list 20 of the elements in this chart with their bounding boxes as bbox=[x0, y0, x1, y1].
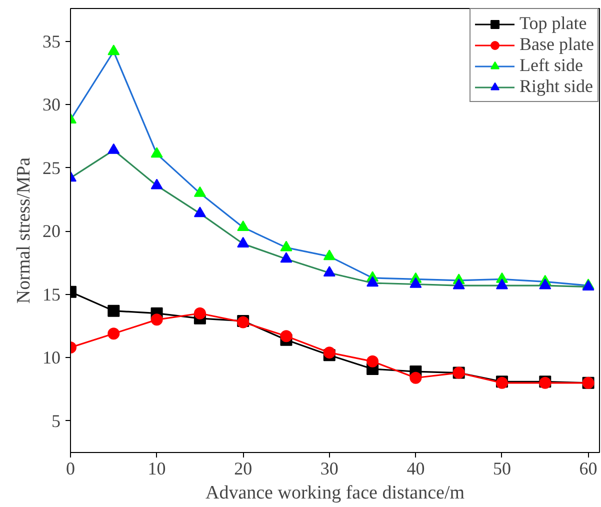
x-axis-title: Advance working face distance/m bbox=[205, 482, 465, 504]
legend-label: Base plate bbox=[520, 34, 594, 55]
y-tick-label: 10 bbox=[42, 348, 60, 368]
y-tick-label: 15 bbox=[42, 284, 60, 304]
y-axis-title: Normal stress/MPa bbox=[14, 156, 34, 304]
y-tick-label: 20 bbox=[42, 221, 60, 242]
x-tick-label: 30 bbox=[320, 458, 338, 478]
x-tick-label: 20 bbox=[234, 458, 252, 478]
x-tick-label: 40 bbox=[406, 458, 425, 478]
y-tick-label: 30 bbox=[42, 94, 60, 115]
legend-label: Right side bbox=[520, 76, 594, 97]
x-tick-label: 10 bbox=[148, 458, 166, 478]
x-tick-label: 60 bbox=[579, 458, 598, 478]
y-tick-label: 5 bbox=[52, 410, 60, 431]
legend-label: Left side bbox=[520, 55, 583, 76]
x-tick-label: 0 bbox=[66, 458, 75, 478]
y-tick-label: 35 bbox=[42, 31, 60, 52]
legend-label: Top plate bbox=[520, 13, 587, 34]
y-tick-label: 25 bbox=[42, 158, 60, 178]
x-tick-label: 50 bbox=[492, 458, 511, 478]
